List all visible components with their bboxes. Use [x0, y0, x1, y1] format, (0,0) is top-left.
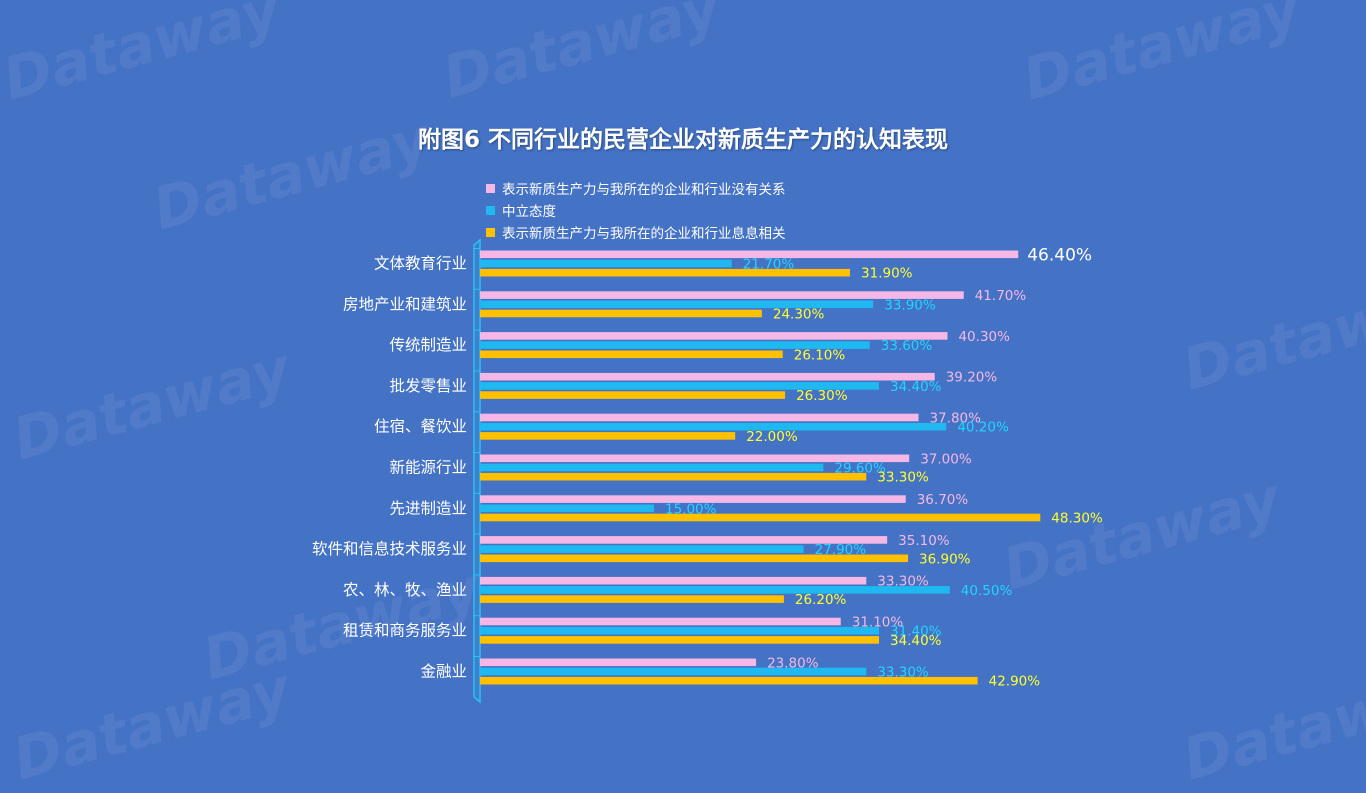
- bar-series-3: [480, 636, 880, 644]
- category-label: 住宿、餐饮业: [374, 418, 467, 436]
- data-label-series-2: 33.30%: [877, 665, 929, 681]
- bar-series-2: [480, 300, 874, 309]
- data-label-series-1: 39.20%: [946, 370, 998, 386]
- bar-series-2: [480, 463, 824, 472]
- legend-label-closely-related: 表示新质生产力与我所在的企业和行业息息相关: [502, 226, 786, 242]
- data-label-series-2: 21.70%: [743, 257, 795, 273]
- data-label-series-2: 40.20%: [957, 420, 1009, 436]
- category-label: 农、林、牧、渔业: [343, 581, 467, 599]
- data-label-series-1: 36.70%: [917, 492, 969, 508]
- data-label-series-1: 41.70%: [975, 288, 1027, 304]
- legend-swatch-no-relation: [486, 183, 495, 193]
- chart-legend: 表示新质生产力与我所在的企业和行业没有关系 中立态度 表示新质生产力与我所在的企…: [486, 177, 786, 243]
- bar-series-1: [480, 372, 935, 381]
- bar-series-3: [480, 676, 978, 685]
- bar-series-2: [480, 545, 804, 553]
- bar-series-1: [480, 413, 919, 422]
- data-label-series-1: 46.40%: [1027, 245, 1092, 265]
- bar-series-3: [480, 513, 1041, 522]
- chart-title: 附图6 不同行业的民营企业对新质生产力的认知表现: [417, 127, 948, 153]
- legend-entry-no-relation: 表示新质生产力与我所在的企业和行业没有关系: [486, 177, 786, 199]
- legend-entry-closely-related: 表示新质生产力与我所在的企业和行业息息相关: [486, 221, 786, 243]
- data-label-series-3: 42.90%: [989, 674, 1041, 690]
- data-label-series-1: 40.30%: [958, 329, 1010, 345]
- data-label-series-2: 31.40%: [890, 624, 942, 640]
- data-label-series-3: 33.30%: [877, 470, 929, 486]
- category-label: 金融业: [420, 663, 467, 681]
- bar-series-3: [480, 595, 784, 603]
- data-label-series-3: 26.30%: [796, 388, 848, 404]
- category-label: 批发零售业: [389, 377, 467, 395]
- bar-series-1: [480, 658, 757, 667]
- legend-entry-neutral: 中立态度: [486, 199, 786, 221]
- category-label: 文体教育行业: [374, 255, 467, 273]
- bar-series-1: [480, 454, 910, 463]
- bar-series-1: [480, 250, 1019, 259]
- data-label-series-2: 15.00%: [665, 501, 717, 517]
- bar-series-1: [480, 536, 888, 544]
- category-label: 新能源行业: [389, 459, 467, 477]
- category-label: 租赁和商务服务业: [343, 622, 467, 640]
- data-label-series-1: 37.80%: [929, 411, 981, 427]
- bar-series-3: [480, 268, 851, 277]
- bar-series-1: [480, 495, 906, 503]
- data-label-series-2: 27.90%: [815, 542, 867, 558]
- data-label-series-1: 31.10%: [852, 615, 904, 631]
- bar-chart: 文体教育行业房地产业和建筑业传统制造业批发零售业住宿、餐饮业新能源行业先进制造业…: [312, 238, 1103, 704]
- bar-series-2: [480, 259, 732, 268]
- bar-series-2: [480, 667, 867, 676]
- bar-series-1: [480, 291, 964, 299]
- bar-series-3: [480, 432, 736, 440]
- data-label-series-2: 34.40%: [890, 379, 942, 395]
- data-label-series-3: 31.90%: [861, 266, 913, 282]
- data-label-series-3: 22.00%: [746, 429, 798, 445]
- category-label: 房地产业和建筑业: [343, 295, 467, 313]
- data-label-series-3: 36.90%: [919, 551, 971, 567]
- legend-swatch-closely-related: [486, 227, 495, 237]
- category-label: 软件和信息技术服务业: [312, 540, 467, 558]
- data-label-series-3: 34.40%: [890, 633, 942, 649]
- legend-label-neutral: 中立态度: [502, 204, 556, 220]
- bar-series-2: [480, 504, 654, 513]
- bar-series-1: [480, 332, 948, 340]
- data-label-series-3: 26.20%: [795, 592, 847, 608]
- data-label-series-1: 35.10%: [898, 533, 950, 549]
- data-label-series-3: 24.30%: [773, 307, 825, 323]
- category-label: 传统制造业: [389, 336, 467, 354]
- data-label-series-1: 23.80%: [767, 655, 819, 671]
- bar-series-2: [480, 382, 880, 390]
- legend-swatch-neutral: [486, 205, 495, 215]
- bar-series-3: [480, 350, 783, 359]
- data-label-series-1: 37.00%: [920, 451, 972, 467]
- bar-series-2: [480, 341, 870, 349]
- data-label-series-3: 26.10%: [794, 347, 846, 363]
- data-label-series-2: 29.60%: [834, 461, 886, 477]
- data-label-series-2: 33.90%: [884, 297, 936, 313]
- data-label-series-1: 33.30%: [877, 574, 929, 590]
- data-label-series-3: 48.30%: [1051, 511, 1103, 527]
- data-label-series-2: 33.60%: [881, 338, 933, 354]
- bar-series-1: [480, 617, 841, 626]
- legend-label-no-relation: 表示新质生产力与我所在的企业和行业没有关系: [502, 182, 786, 198]
- bar-series-2: [480, 626, 880, 635]
- bar-series-3: [480, 309, 762, 318]
- category-axis-bracket: [473, 238, 481, 704]
- bar-series-3: [480, 391, 786, 399]
- bar-series-2: [480, 586, 950, 594]
- bar-series-1: [480, 576, 867, 585]
- bar-series-3: [480, 472, 867, 481]
- category-label: 先进制造业: [389, 499, 467, 517]
- data-label-series-2: 40.50%: [961, 583, 1013, 599]
- bar-series-2: [480, 422, 947, 431]
- bar-series-3: [480, 554, 909, 563]
